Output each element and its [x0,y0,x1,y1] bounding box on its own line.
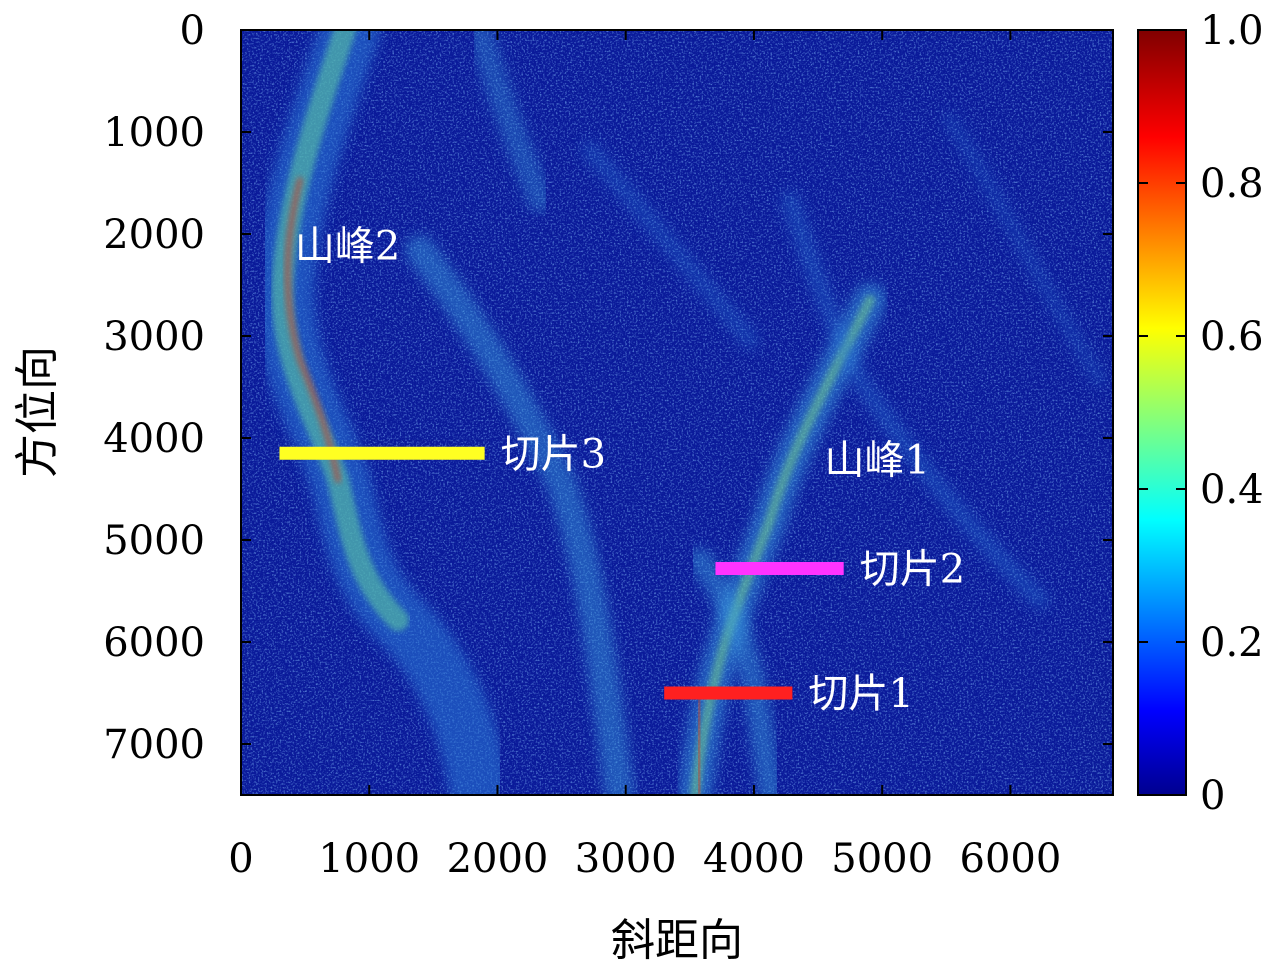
y-tick-label: 1000 [103,110,205,156]
colorbar [1137,29,1187,796]
x-tick-label: 1000 [318,836,420,882]
peak-annotation: 山峰2 [295,224,400,270]
y-tick-label: 3000 [103,314,205,360]
slice-label: 切片3 [501,431,606,477]
annotations: 山峰1 山峰2 [295,224,930,484]
colorbar-tick-label: 0.6 [1200,314,1264,360]
y-tick-label: 2000 [103,212,205,258]
y-tick-label: 0 [180,8,205,54]
x-tick-label: 4000 [703,836,805,882]
plot-frame [240,29,1114,796]
heatmap-speckle [241,30,1113,795]
colorbar-tick-label: 0.8 [1200,161,1264,207]
x-tick-label: 2000 [447,836,549,882]
x-axis-title: 斜距向 [611,915,743,965]
x-tick-label: 0 [228,836,253,882]
slice-label: 切片1 [808,671,913,717]
ridge-texture [254,30,1107,795]
colorbar-ticks: 0 0.2 0.4 0.6 0.8 1.0 [1138,8,1264,819]
slice-label: 切片2 [860,547,965,593]
x-axis-ticks: 0 1000 2000 3000 4000 5000 6000 [228,30,1061,882]
colorbar-tick-label: 1.0 [1200,8,1264,54]
colorbar-tick-label: 0.2 [1200,620,1264,666]
y-axis-ticks: 0 1000 2000 3000 4000 5000 6000 7000 [103,8,1113,768]
y-axis-title: 方位向 [12,346,63,478]
x-tick-label: 3000 [575,836,677,882]
y-tick-label: 7000 [103,722,205,768]
x-tick-label: 5000 [831,836,933,882]
colorbar-tick-label: 0 [1200,773,1225,819]
heatmap-image [241,30,1113,795]
colorbar-tick-label: 0.4 [1200,467,1264,513]
slice-markers: 切片1 切片2 切片3 [279,431,965,717]
y-tick-label: 5000 [103,518,205,564]
y-tick-label: 4000 [103,416,205,462]
x-tick-label: 6000 [960,836,1062,882]
y-tick-label: 6000 [103,620,205,666]
peak-annotation: 山峰1 [824,438,929,484]
